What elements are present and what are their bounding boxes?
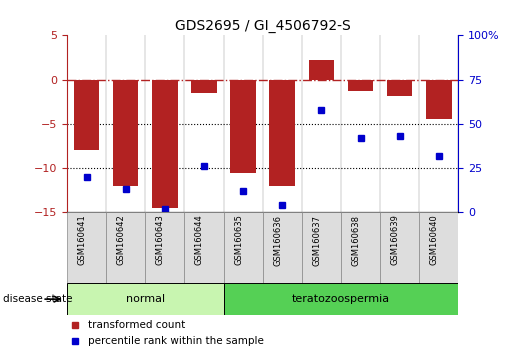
Bar xyxy=(67,212,106,283)
Bar xyxy=(152,80,178,208)
Bar xyxy=(419,212,458,283)
Bar xyxy=(269,80,295,186)
Bar xyxy=(341,212,380,283)
Text: GSM160639: GSM160639 xyxy=(391,215,400,266)
Text: GSM160640: GSM160640 xyxy=(430,215,439,265)
Text: GSM160635: GSM160635 xyxy=(234,215,243,266)
Bar xyxy=(387,80,413,96)
Bar xyxy=(348,80,373,91)
Title: GDS2695 / GI_4506792-S: GDS2695 / GI_4506792-S xyxy=(175,19,351,33)
Text: GSM160644: GSM160644 xyxy=(195,215,204,265)
Bar xyxy=(224,212,263,283)
Bar xyxy=(191,80,217,93)
Text: percentile rank within the sample: percentile rank within the sample xyxy=(89,336,264,346)
Bar xyxy=(184,212,224,283)
Text: GSM160637: GSM160637 xyxy=(313,215,321,266)
Bar xyxy=(74,80,99,150)
Text: normal: normal xyxy=(126,294,165,304)
Bar xyxy=(380,212,419,283)
Bar xyxy=(230,80,256,172)
Bar xyxy=(67,283,224,315)
Text: transformed count: transformed count xyxy=(89,320,186,330)
Text: GSM160638: GSM160638 xyxy=(352,215,360,266)
Bar xyxy=(106,212,145,283)
Text: GSM160636: GSM160636 xyxy=(273,215,282,266)
Bar xyxy=(308,60,334,80)
Bar xyxy=(224,283,458,315)
Bar xyxy=(113,80,139,186)
Text: disease state: disease state xyxy=(3,294,72,304)
Bar xyxy=(263,212,302,283)
Bar xyxy=(302,212,341,283)
Bar xyxy=(426,80,452,119)
Text: GSM160642: GSM160642 xyxy=(117,215,126,265)
Text: GSM160641: GSM160641 xyxy=(78,215,87,265)
Text: GSM160643: GSM160643 xyxy=(156,215,165,266)
Bar xyxy=(145,212,184,283)
Text: teratozoospermia: teratozoospermia xyxy=(292,294,390,304)
